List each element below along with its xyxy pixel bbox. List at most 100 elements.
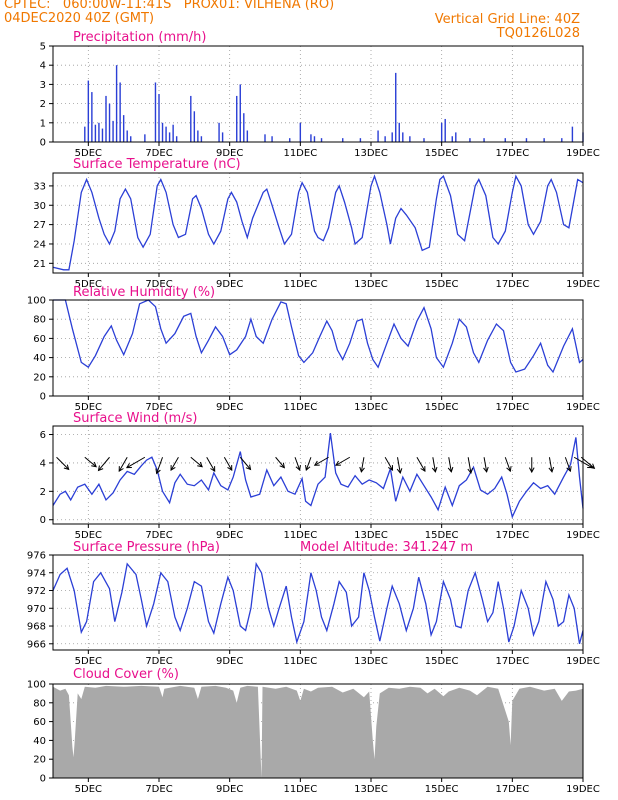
wind-xtick-label: 9DEC xyxy=(216,530,243,541)
precip-bar xyxy=(313,136,316,142)
cloud-xtick-label: 5DEC xyxy=(75,784,102,795)
wind-series-line xyxy=(52,433,584,519)
header-line1: CPTEC: 060:00W-11:41S PROX01: VILHENA (R… xyxy=(4,0,335,12)
wind-arrow xyxy=(564,457,572,473)
pressure-xtick-label: 9DEC xyxy=(216,656,243,667)
precip-bar xyxy=(101,128,104,142)
precip-xtick-label: 9DEC xyxy=(216,148,243,159)
precip-bar xyxy=(455,132,457,142)
precip-bar xyxy=(108,103,111,142)
precip-bar xyxy=(122,115,125,142)
cloud-xtick-label: 13DEC xyxy=(354,784,388,795)
precip-bar xyxy=(377,130,379,142)
precip-bar xyxy=(525,138,528,142)
wind-ytick-label: 0 xyxy=(40,515,46,526)
precip-xtick-label: 13DEC xyxy=(354,148,388,159)
precip-bar xyxy=(105,95,107,142)
pressure-ytick-label: 972 xyxy=(27,586,46,597)
precip-bar xyxy=(161,122,164,142)
rh-ytick-label: 0 xyxy=(40,392,46,403)
wind-xtick-label: 7DEC xyxy=(145,530,172,541)
pressure-xtick-label: 17DEC xyxy=(495,656,529,667)
wind-arrow xyxy=(84,456,97,468)
cloud-ytick-label: 100 xyxy=(27,680,46,691)
cloud-ytick-label: 80 xyxy=(33,698,46,709)
precip-bar xyxy=(84,126,86,142)
precip-bar xyxy=(87,80,90,142)
wind-arrow xyxy=(384,456,394,471)
precip-bar xyxy=(451,136,453,142)
header-grid-note: Vertical Grid Line: 40Z xyxy=(434,12,580,27)
temp-frame xyxy=(52,172,584,274)
pressure-xtick-label: 5DEC xyxy=(75,656,102,667)
wind-arrow xyxy=(294,457,301,472)
cloud-xtick-label: 17DEC xyxy=(495,784,529,795)
rh-xtick-label: 13DEC xyxy=(354,402,388,413)
precip-bar xyxy=(561,138,563,142)
precip-bar xyxy=(395,72,397,142)
wind-xtick-label: 17DEC xyxy=(495,530,529,541)
temp-series-line xyxy=(52,174,584,271)
wind-arrow xyxy=(275,456,286,469)
temp-ytick-label: 30 xyxy=(33,201,46,212)
temp-xtick-label: 15DEC xyxy=(425,279,459,290)
precip-xtick-label: 17DEC xyxy=(495,148,529,159)
header-model-code: TQ0126L028 xyxy=(496,26,580,41)
precip-bar xyxy=(440,122,443,142)
cloud-xtick-label: 7DEC xyxy=(145,784,172,795)
precip-bar xyxy=(264,134,266,142)
precip-frame xyxy=(52,45,584,143)
precip-bar xyxy=(444,118,446,142)
wind-arrow xyxy=(97,456,110,472)
temp-ytick-label: 21 xyxy=(33,259,46,270)
precip-bar xyxy=(310,134,312,142)
precip-bar xyxy=(398,122,400,142)
precip-bar xyxy=(165,126,167,142)
precip-xtick-label: 15DEC xyxy=(425,148,459,159)
wind-arrow xyxy=(170,456,179,471)
pressure-series-line xyxy=(52,561,584,645)
precip-bar xyxy=(243,113,245,142)
wind-arrow xyxy=(56,456,70,471)
rh-frame xyxy=(52,299,584,397)
precip-bar xyxy=(221,132,224,142)
wind-ytick-label: 4 xyxy=(40,458,46,469)
temp-ytick-label: 24 xyxy=(33,239,46,250)
precip-bar xyxy=(402,132,404,142)
wind-arrow xyxy=(239,456,252,471)
cloud-xtick-label: 11DEC xyxy=(283,784,317,795)
wind-frame xyxy=(52,425,584,525)
precip-bar xyxy=(289,138,291,142)
precip-ytick-label: 5 xyxy=(40,42,46,53)
rh-title: Relative Humidity (%) xyxy=(73,285,215,300)
temp-xtick-label: 11DEC xyxy=(283,279,317,290)
precip-xtick-label: 19DEC xyxy=(566,148,600,159)
temp-xtick-label: 9DEC xyxy=(216,279,243,290)
rh-ytick-label: 40 xyxy=(33,353,46,364)
pressure-ytick-label: 968 xyxy=(27,622,46,633)
cloud-area xyxy=(53,685,583,778)
rh-xtick-label: 17DEC xyxy=(495,402,529,413)
precip-bar xyxy=(126,130,128,142)
wind-arrow xyxy=(528,457,535,474)
wind-arrow xyxy=(155,457,164,475)
wind-xtick-label: 15DEC xyxy=(425,530,459,541)
pressure-xtick-label: 7DEC xyxy=(145,656,172,667)
pressure-xtick-label: 19DEC xyxy=(566,656,600,667)
pressure-ytick-label: 976 xyxy=(27,551,46,562)
precip-bar xyxy=(571,126,574,142)
precip-bar xyxy=(342,138,344,142)
rh-xtick-label: 15DEC xyxy=(425,402,459,413)
pressure-ytick-label: 970 xyxy=(27,604,46,615)
wind-xtick-label: 5DEC xyxy=(75,530,102,541)
precip-bar xyxy=(112,120,114,142)
precip-bar xyxy=(483,138,485,142)
rh-xtick-label: 5DEC xyxy=(75,402,102,413)
temp-xtick-label: 19DEC xyxy=(566,279,600,290)
precip-bar xyxy=(359,138,362,142)
precip-bar xyxy=(175,136,178,142)
wind-arrow xyxy=(396,457,403,475)
rh-series-line xyxy=(53,299,584,374)
wind-xtick-label: 13DEC xyxy=(354,530,388,541)
precip-bar xyxy=(193,111,196,142)
